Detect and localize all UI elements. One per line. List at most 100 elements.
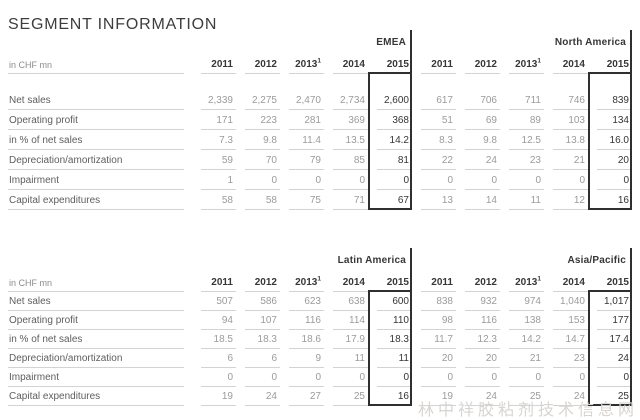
cell: 22 [412,155,456,170]
cell: 20 [588,155,632,170]
cell: 706 [456,95,500,110]
cell: 75 [280,195,324,210]
cell: 114 [324,315,368,330]
year-header-row: in CHF mn 2011 2012 20131 2014 2015 2011 2012 20… [8,48,632,74]
cell: 2,600 [368,95,412,110]
cell: 369 [324,115,368,130]
cell: 98 [412,315,456,330]
cell: 0 [280,372,324,387]
cell: 116 [456,315,500,330]
cell: 14.2 [368,135,412,150]
cell: 153 [544,315,588,330]
cell: 18.3 [236,334,280,349]
cell: 838 [412,296,456,311]
cell: 0 [368,372,412,387]
year-header: 2011 [412,277,456,292]
cell: 6 [236,353,280,368]
highlight-box-2015 [588,72,632,210]
cell: 11.7 [412,334,456,349]
cell: 638 [324,296,368,311]
cell: 1,040 [544,296,588,311]
cell: 25 [324,391,368,406]
table-row: Impairment 0 0 0 0 0 0 0 0 0 0 [8,368,632,387]
cell: 2,470 [280,95,324,110]
cell: 69 [456,115,500,130]
year-header: 20131 [280,276,324,292]
table-row: Capital expenditures 58 58 75 71 67 13 14 11 12 16 [8,190,632,210]
cell: 134 [588,115,632,130]
cell: 974 [500,296,544,311]
table-row: Depreciation/amortization 59 70 79 85 81 22 24 2… [8,150,632,170]
cell: 0 [456,372,500,387]
cell: 1,017 [588,296,632,311]
cell: 18.3 [368,334,412,349]
cell: 17.9 [324,334,368,349]
cell: 51 [412,115,456,130]
cell: 12 [544,195,588,210]
row-label: Operating profit [8,115,192,130]
cell: 746 [544,95,588,110]
cell: 71 [324,195,368,210]
highlight-box-2015 [368,290,412,406]
cell: 21 [544,155,588,170]
cell: 116 [280,315,324,330]
half-divider-line [410,30,412,74]
cell: 623 [280,296,324,311]
cell: 14 [456,195,500,210]
row-label: in % of net sales [8,135,192,150]
cell: 107 [236,315,280,330]
unit-label: in CHF mn [8,60,192,74]
cell: 20 [456,353,500,368]
year-header: 20131 [500,57,544,74]
year-header: 2012 [456,59,500,74]
cell: 7.3 [192,135,236,150]
cell: 24 [456,391,500,406]
year-header: 2011 [192,277,236,292]
highlight-box-2015 [368,72,412,210]
cell: 18.5 [192,334,236,349]
row-label: Depreciation/amortization [8,155,192,170]
table-row: Operating profit 94 107 116 114 110 98 116 138 15… [8,311,632,330]
cell: 79 [280,155,324,170]
cell: 89 [500,115,544,130]
region-label: Latin America [337,255,406,266]
page-title: SEGMENT INFORMATION [8,15,218,33]
table-row: Net sales 507 586 623 638 600 838 932 974 1,040 1,… [8,292,632,311]
table-row: in % of net sales 18.5 18.3 18.6 17.9 18.3 11.… [8,330,632,349]
cell: 17.4 [588,334,632,349]
cell: 0 [324,372,368,387]
cell: 23 [500,155,544,170]
footnote-marker: 1 [537,275,541,283]
cell: 24 [456,155,500,170]
cell: 0 [192,372,236,387]
region-label: Asia/Pacific [567,255,626,266]
cell: 0 [236,175,280,190]
cell: 6 [192,353,236,368]
cell: 9.8 [236,135,280,150]
cell: 0 [412,175,456,190]
row-label: Operating profit [8,315,192,330]
year-header: 20131 [280,58,324,74]
cell: 138 [500,315,544,330]
table-row: Depreciation/amortization 6 6 9 11 11 20 20 21 23… [8,349,632,368]
footnote-marker: 1 [537,57,541,65]
year-header: 2012 [236,59,280,74]
cell: 0 [544,175,588,190]
region-label: EMEA [376,37,406,48]
year-header: 2012 [236,277,280,292]
cell: 0 [544,372,588,387]
cell: 0 [324,175,368,190]
year-header: 2012 [456,277,500,292]
table-row: Capital expenditures 19 24 27 25 16 19 24 25 24 25 [8,387,632,406]
year-header-row: in CHF mn 2011 2012 20131 2014 2015 2011 2012 20… [8,266,632,292]
cell: 507 [192,296,236,311]
cell: 586 [236,296,280,311]
year-header: 2011 [412,59,456,74]
cell: 11.4 [280,135,324,150]
cell: 0 [456,175,500,190]
row-label: Net sales [8,296,192,311]
row-label: Capital expenditures [8,195,192,210]
year-header: 2011 [192,59,236,74]
cell: 223 [236,115,280,130]
half-divider-line [630,30,632,74]
